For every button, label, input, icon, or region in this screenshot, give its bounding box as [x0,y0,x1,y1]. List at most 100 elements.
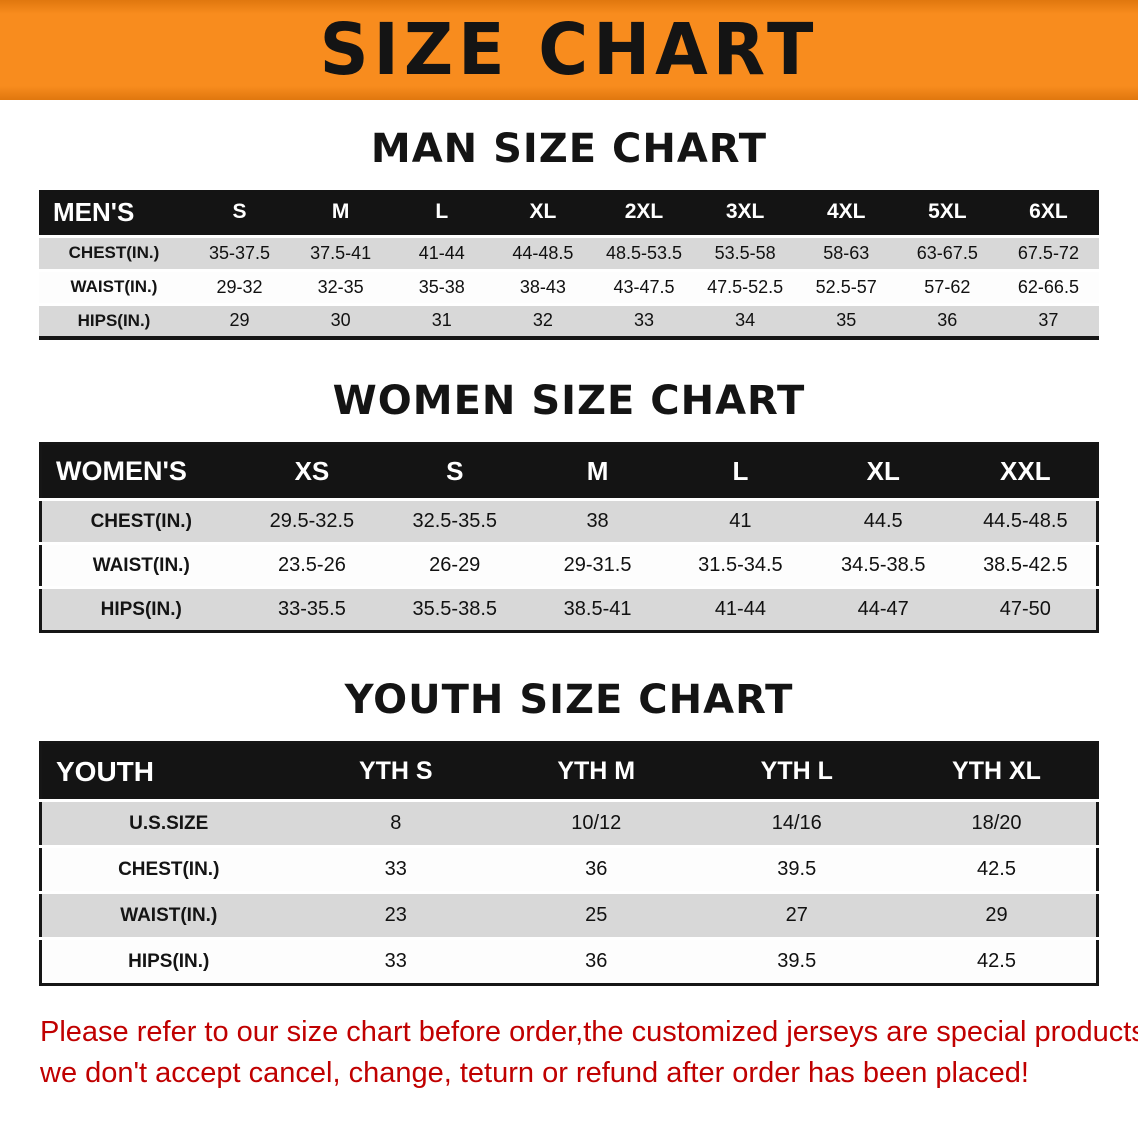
youth-section-heading: YOUTH SIZE CHART [344,677,794,723]
size-header-cell: XL [811,443,955,500]
value-cell: 34 [735,310,756,331]
value-cell: 23 [384,904,407,926]
size-header-cell: 3XL [694,190,796,236]
size-header-cell: YTH L [696,742,897,801]
value-cell: 44-47 [857,598,909,620]
size-header-cell: XXL [954,443,1098,500]
size-header-cell: XS [240,443,384,500]
value-cell: 27 [785,904,808,926]
value-cell: 37.5-41 [310,242,372,263]
value-cell: 38.5-41 [563,598,632,620]
value-cell: 41-44 [418,242,465,263]
value-cell: 36 [585,950,608,972]
value-cell: 25 [585,904,608,926]
size-header-cell: M [290,190,392,236]
value-cell: 29.5-32.5 [269,510,355,532]
row-label-cell: CHEST(IN.) [90,510,192,532]
table-row: HIPS(IN.) 33 36 39.5 42.5 [40,938,1098,985]
size-header-cell: S [189,190,291,236]
value-cell: 39.5 [777,858,817,880]
value-cell: 62-66.5 [1017,276,1079,297]
table-row: CHEST(IN.) 33 36 39.5 42.5 [40,846,1098,893]
table-title-cell: MEN'S [39,190,189,236]
table-row: WAIST(IN.) 23 25 27 29 [40,892,1098,939]
page-title: SIZE CHART [319,8,819,92]
size-header-cell: M [526,443,669,500]
value-cell: 42.5 [977,950,1016,972]
table-row: CHEST(IN.) 29.5-32.5 32.5-35.5 38 41 44.5 44.5… [40,499,1098,544]
size-header-cell: L [391,190,493,236]
value-cell: 44-48.5 [512,242,574,263]
women-size-section: WOMEN SIZE CHART WOMEN'S XS S M L XL XXL CHEST(… [0,340,1138,633]
value-cell: 32.5-35.5 [412,510,497,532]
row-label-cell: HIPS(IN.) [128,950,210,972]
value-cell: 36 [937,310,958,331]
table-row: HIPS(IN.) 29 30 31 32 33 34 35 36 37 [39,304,1099,338]
row-label-cell: WAIST(IN.) [92,554,190,576]
size-header-cell: L [668,443,812,500]
men-size-section: MAN SIZE CHART MEN'S S M L XL 2XL 3XL 4XL 5XL 6XL… [0,100,1138,340]
value-cell: 44.5 [863,510,903,532]
value-cell: 29-32 [216,276,263,297]
value-cell: 14/16 [771,812,822,834]
table-title-cell: WOMEN'S [40,443,241,500]
header-row: WOMEN'S XS S M L XL XXL [40,443,1098,500]
size-header-cell: 4XL [795,190,897,236]
youth-size-table: YOUTH YTH S YTH M YTH L YTH XL U.S.SIZE 8 10/12… [39,741,1099,986]
row-label-cell: WAIST(IN.) [120,904,218,926]
value-cell: 47.5-52.5 [707,276,784,297]
value-cell: 41 [729,510,752,532]
banner: SIZE CHART [0,0,1138,100]
header-row: YOUTH YTH S YTH M YTH L YTH XL [40,742,1098,801]
table-row: HIPS(IN.) 33-35.5 35.5-38.5 38.5-41 41-44 44-… [40,587,1098,632]
table-row: U.S.SIZE 8 10/12 14/16 18/20 [40,800,1098,847]
value-cell: 34.5-38.5 [840,554,926,576]
value-cell: 32-35 [317,276,364,297]
table-row: WAIST(IN.) 23.5-26 26-29 29-31.5 31.5-34.5 34… [40,543,1098,588]
value-cell: 38-43 [519,276,566,297]
value-cell: 67.5-72 [1017,242,1079,263]
women-size-table: WOMEN'S XS S M L XL XXL CHEST(IN.) 29.5-32.5 32.5… [39,442,1099,633]
value-cell: 32 [532,310,553,331]
value-cell: 35-37.5 [209,242,271,263]
value-cell: 26-29 [429,554,481,576]
men-section-heading: MAN SIZE CHART [370,126,768,172]
table-title-cell: YOUTH [40,742,296,801]
value-cell: 29-31.5 [563,554,632,576]
value-cell: 31.5-34.5 [698,554,783,576]
value-cell: 58-63 [823,242,870,263]
value-cell: 23.5-26 [277,554,346,576]
value-cell: 42.5 [977,858,1016,880]
value-cell: 33 [384,950,407,972]
size-header-cell: YTH XL [897,742,1098,801]
value-cell: 53.5-58 [714,242,776,263]
size-header-cell: 5XL [896,190,998,236]
value-cell: 29 [985,904,1008,926]
row-label-cell: WAIST(IN.) [70,277,158,296]
row-label-cell: CHEST(IN.) [68,243,160,262]
notice-line-1: Please refer to our size chart before or… [40,1016,1138,1048]
value-cell: 33-35.5 [277,598,346,620]
value-cell: 63-67.5 [916,242,978,263]
value-cell: 18/20 [971,812,1022,834]
size-header-cell: YTH M [496,742,697,801]
row-label-cell: U.S.SIZE [129,812,209,834]
size-header-cell: 6XL [997,190,1099,236]
value-cell: 41-44 [714,598,766,620]
row-label-cell: HIPS(IN.) [100,598,182,620]
value-cell: 38.5-42.5 [983,554,1068,576]
size-header-cell: YTH S [295,742,496,801]
value-cell: 39.5 [777,950,817,972]
value-cell: 31 [431,310,452,331]
youth-size-section: YOUTH SIZE CHART YOUTH YTH S YTH M YTH L YTH… [0,633,1138,986]
size-header-cell: XL [492,190,594,236]
value-cell: 33 [384,858,407,880]
value-cell: 47-50 [999,598,1051,620]
value-cell: 52.5-57 [815,276,877,297]
value-cell: 35 [836,310,857,331]
value-cell: 48.5-53.5 [605,242,683,263]
value-cell: 37 [1038,310,1059,331]
footer-notice: Please refer to our size chart before or… [40,1012,1138,1094]
notice-line-2: we don't accept cancel, change, teturn o… [40,1057,1029,1089]
